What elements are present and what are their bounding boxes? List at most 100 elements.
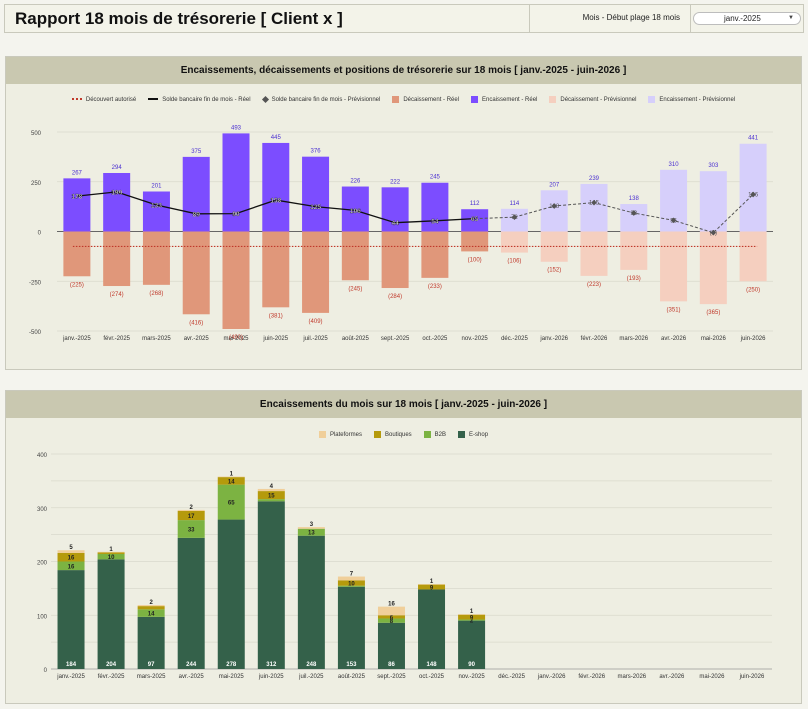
solde-previsionnel-line xyxy=(474,194,754,234)
legend-item: Encaissement - Réel xyxy=(471,96,537,103)
decaissement-bar xyxy=(580,231,608,276)
stacked-bar-label: 7 xyxy=(350,572,354,578)
x-tick-label: juin-2025 xyxy=(258,674,284,680)
x-tick-label: oct.-2025 xyxy=(422,336,448,342)
x-tick-label: déc.-2025 xyxy=(498,674,525,680)
stacked-bar-segment xyxy=(177,520,205,538)
decaissement-label: (416) xyxy=(189,320,203,326)
x-tick-label: janv.-2025 xyxy=(56,674,85,680)
encaissement-bar xyxy=(302,156,330,232)
date-range-control: Mois - Début plage 18 mois xyxy=(529,4,691,33)
stacked-bar-segment xyxy=(137,609,165,617)
encaissement-bar xyxy=(540,190,568,232)
stacked-bar-segment xyxy=(377,618,405,623)
encaissement-label: 114 xyxy=(510,201,520,207)
receipts-legend: Plateformes Boutiques B2B E-shop xyxy=(6,431,801,438)
legend-marker xyxy=(318,431,326,438)
solde-previsionnel-point xyxy=(591,199,597,206)
stacked-bar-label: 97 xyxy=(148,662,155,668)
chart-header xyxy=(6,391,801,418)
y-tick-label: 200 xyxy=(37,561,48,567)
cash-flow-chart-panel: Encaissements, décaissements et position… xyxy=(5,56,802,370)
legend-item: Décaissement - Prévisionnel xyxy=(549,96,636,103)
legend-marker xyxy=(392,96,400,103)
decaissement-label: (381) xyxy=(269,313,283,319)
x-tick-label: févr.-2026 xyxy=(581,336,608,342)
encaissement-bar xyxy=(381,187,409,232)
y-tick-label: 400 xyxy=(37,453,48,459)
stacked-bar-segment xyxy=(177,537,205,669)
x-tick-label: sept.-2025 xyxy=(381,336,410,342)
x-tick-label: oct.-2025 xyxy=(419,674,445,680)
x-tick-label: avr.-2026 xyxy=(659,674,685,680)
legend-marker xyxy=(148,97,159,100)
stacked-bar-segment xyxy=(257,488,285,492)
x-tick-label: mai-2026 xyxy=(701,336,727,342)
stacked-bar-label: 2 xyxy=(190,505,194,511)
stacked-bar-segment xyxy=(97,551,125,553)
solde-reel-label: 133 xyxy=(151,203,162,210)
receipts-chart: 4003002001000184161652041019714224433172… xyxy=(37,453,772,680)
solde-previsionnel-point xyxy=(750,191,756,198)
solde-reel-label: 158 xyxy=(270,198,281,205)
decaissement-bar xyxy=(699,231,727,305)
stacked-bar-segment xyxy=(57,550,85,553)
stacked-bar-label: 13 xyxy=(308,531,315,537)
x-tick-label: juil.-2025 xyxy=(302,336,328,342)
encaissement-bar xyxy=(63,178,91,232)
encaissement-label: 245 xyxy=(430,175,441,181)
solde-reel-label: 125 xyxy=(310,204,321,211)
decaissement-label: (351) xyxy=(667,307,681,313)
encaissement-label: 201 xyxy=(151,184,162,190)
decaissement-label: (233) xyxy=(428,284,442,290)
stacked-bar-label: 1 xyxy=(430,579,434,585)
legend-label: Découvert autorisé xyxy=(85,96,137,103)
stacked-bar-segment xyxy=(297,535,325,669)
stacked-bar-segment xyxy=(217,477,245,485)
stacked-bar-label: 248 xyxy=(306,662,317,668)
stacked-bar-segment xyxy=(458,620,486,669)
stacked-bar-segment xyxy=(458,619,486,621)
decaissement-bar xyxy=(660,231,688,302)
stacked-bar-segment xyxy=(377,606,405,616)
x-tick-label: févr.-2025 xyxy=(98,674,125,680)
y-tick-label: 100 xyxy=(37,614,48,620)
solde-previsionnel-label: 72 xyxy=(511,215,518,221)
legend-marker xyxy=(471,96,479,103)
legend-label: Plateformes xyxy=(329,432,362,439)
stacked-bar-segment xyxy=(137,616,165,669)
x-tick-label: juin-2026 xyxy=(739,674,765,680)
decaissement-bar xyxy=(421,231,449,278)
stacked-bar-label: 6 xyxy=(390,615,394,621)
stacked-bar-label: 17 xyxy=(188,514,195,520)
x-tick-label: juin-2025 xyxy=(262,336,288,342)
encaissement-bar xyxy=(620,204,648,232)
decaissement-label: (490) xyxy=(229,335,243,341)
stacked-bar-segment xyxy=(137,606,165,610)
decaissement-label: (223) xyxy=(587,282,601,288)
stacked-bar-label: 9 xyxy=(430,586,434,592)
stacked-bar-segment xyxy=(217,484,245,520)
stacked-bar-label: 16 xyxy=(388,602,395,608)
decaissement-label: (274) xyxy=(110,292,124,298)
start-month-dropdown[interactable]: janv.-2025 ▼ xyxy=(693,12,801,25)
encaissement-label: 441 xyxy=(748,136,759,142)
encaissement-bar xyxy=(421,182,449,232)
stacked-bar-label: 4 xyxy=(270,484,274,490)
decaissement-label: (409) xyxy=(309,319,323,325)
decaissement-label: (193) xyxy=(627,276,641,282)
stacked-bar-segment xyxy=(458,614,486,620)
legend-label: Décaissement - Prévisionnel xyxy=(560,97,637,104)
stacked-bar-segment xyxy=(297,527,325,529)
solde-previsionnel-point xyxy=(710,229,717,236)
y-tick-label: 300 xyxy=(37,507,48,513)
stacked-bar-segment xyxy=(177,510,205,521)
x-tick-label: juin-2026 xyxy=(740,336,766,342)
decaissement-label: (268) xyxy=(149,291,163,297)
x-tick-label: nov.-2025 xyxy=(458,674,485,680)
stacked-bar-segment xyxy=(217,519,245,669)
x-tick-label: févr.-2026 xyxy=(578,674,605,680)
decaissement-label: (365) xyxy=(706,310,720,316)
stacked-bar-segment xyxy=(97,553,125,560)
stacked-bar-label: 8 xyxy=(390,619,394,625)
